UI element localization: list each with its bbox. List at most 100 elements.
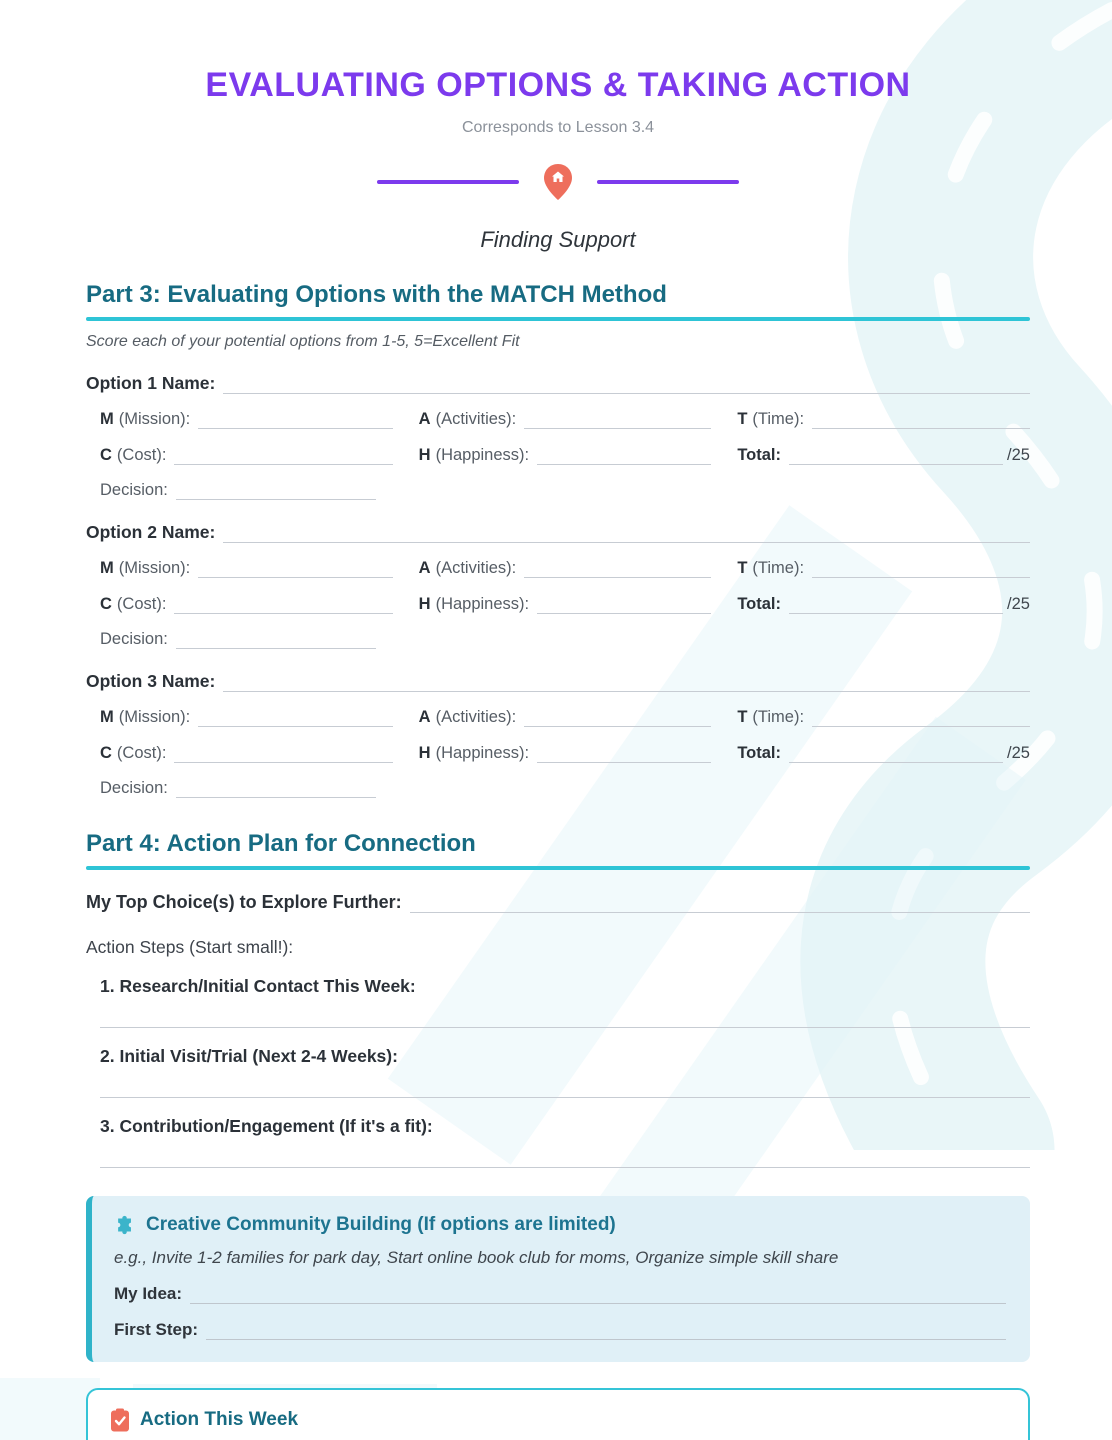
creative-box-title: Creative Community Building (If options … (146, 1214, 616, 1235)
option-block-1: Option 1 Name: M (Mission): A (Activities)… (86, 373, 1030, 500)
time-label: (Time): (752, 708, 805, 726)
mission-label: (Mission): (118, 708, 191, 726)
step-1-title: 1. Research/Initial Contact This Week: (100, 976, 416, 996)
mission-line (198, 709, 393, 727)
time-line (812, 560, 1030, 578)
happiness-label: (Happiness): (435, 446, 530, 464)
cost-label: (Cost): (116, 446, 167, 464)
cost-letter: C (100, 595, 112, 613)
page-title: EVALUATING OPTIONS & TAKING ACTION (205, 66, 911, 104)
clipboard-check-icon (110, 1408, 130, 1432)
step-3-line (100, 1167, 1030, 1168)
cost-label: (Cost): (116, 744, 167, 762)
time-label: (Time): (752, 410, 805, 428)
divider-rule-left (377, 180, 519, 184)
total-label: Total: (737, 744, 782, 762)
activities-line (524, 411, 712, 429)
activities-letter: A (418, 410, 431, 428)
divider-rule-right (597, 180, 739, 184)
mission-line (198, 560, 393, 578)
mission-line (198, 411, 393, 429)
time-line (812, 709, 1030, 727)
mission-letter: M (100, 708, 114, 726)
cost-letter: C (100, 446, 112, 464)
step-1-line (100, 1027, 1030, 1028)
puzzle-piece-icon (114, 1214, 136, 1236)
activities-label: (Activities): (435, 708, 517, 726)
option-block-2: Option 2 Name: M (Mission): A (Activities)… (86, 522, 1030, 649)
activities-label: (Activities): (435, 559, 517, 577)
happiness-letter: H (418, 744, 431, 762)
step-3-title: 3. Contribution/Engagement (If it's a fi… (100, 1116, 433, 1136)
part4-heading: Part 4: Action Plan for Connection (86, 830, 476, 857)
activities-label: (Activities): (435, 410, 517, 428)
action-this-week-box: Action This Week Identify ONE type of su… (86, 1388, 1030, 1440)
action-steps-label: Action Steps (Start small!): (86, 937, 294, 957)
step-2-line (100, 1097, 1030, 1098)
decision-label: Decision: (100, 630, 168, 648)
activities-letter: A (418, 708, 431, 726)
option-name-line (223, 376, 1030, 394)
time-letter: T (737, 708, 748, 726)
decision-line (175, 482, 376, 500)
time-letter: T (737, 559, 748, 577)
location-pin-icon (543, 163, 573, 201)
cost-letter: C (100, 744, 112, 762)
time-letter: T (737, 410, 748, 428)
option-name-label: Option 1 Name: (86, 373, 216, 393)
option-name-line (223, 525, 1030, 543)
activities-line (524, 709, 712, 727)
cost-label: (Cost): (116, 595, 167, 613)
happiness-letter: H (418, 595, 431, 613)
option-name-label: Option 3 Name: (86, 671, 216, 691)
mission-letter: M (100, 559, 114, 577)
total-label: Total: (737, 595, 782, 613)
decision-line (175, 631, 376, 649)
cost-line (174, 596, 393, 614)
option-name-line (223, 674, 1030, 692)
cost-line (174, 447, 393, 465)
part3-heading: Part 3: Evaluating Options with the MATC… (86, 281, 667, 308)
happiness-line (537, 745, 712, 763)
creative-community-box: Creative Community Building (If options … (86, 1196, 1030, 1362)
happiness-letter: H (418, 446, 431, 464)
first-step-label: First Step: (114, 1320, 199, 1339)
mission-label: (Mission): (118, 559, 191, 577)
lesson-tag: Finding Support (480, 227, 636, 252)
total-max: /25 (1007, 595, 1030, 613)
happiness-line (537, 447, 712, 465)
top-choice-line (409, 895, 1030, 913)
part4-underline (86, 866, 1030, 870)
option-name-label: Option 2 Name: (86, 522, 216, 542)
total-label: Total: (737, 446, 782, 464)
total-max: /25 (1007, 744, 1030, 762)
decision-label: Decision: (100, 779, 168, 797)
page-subtitle: Corresponds to Lesson 3.4 (461, 119, 655, 136)
total-line (789, 745, 1004, 763)
section-divider (86, 163, 1030, 201)
my-idea-label: My Idea: (114, 1284, 183, 1303)
happiness-label: (Happiness): (435, 744, 530, 762)
decision-label: Decision: (100, 481, 168, 499)
decision-line (175, 780, 376, 798)
mission-letter: M (100, 410, 114, 428)
action-box-title: Action This Week (140, 1409, 299, 1430)
total-line (789, 447, 1004, 465)
part3-instruction: Score each of your potential options fro… (86, 333, 520, 350)
part3-underline (86, 317, 1030, 321)
total-line (789, 596, 1004, 614)
creative-box-example: e.g., Invite 1-2 families for park day, … (114, 1248, 839, 1267)
top-choice-label: My Top Choice(s) to Explore Further: (86, 892, 402, 912)
activities-letter: A (418, 559, 431, 577)
time-label: (Time): (752, 559, 805, 577)
happiness-label: (Happiness): (435, 595, 530, 613)
happiness-line (537, 596, 712, 614)
option-block-3: Option 3 Name: M (Mission): A (Activities)… (86, 671, 1030, 798)
cost-line (174, 745, 393, 763)
activities-line (524, 560, 712, 578)
time-line (812, 411, 1030, 429)
my-idea-line (190, 1286, 1006, 1304)
step-2-title: 2. Initial Visit/Trial (Next 2-4 Weeks): (100, 1046, 398, 1066)
mission-label: (Mission): (118, 410, 191, 428)
